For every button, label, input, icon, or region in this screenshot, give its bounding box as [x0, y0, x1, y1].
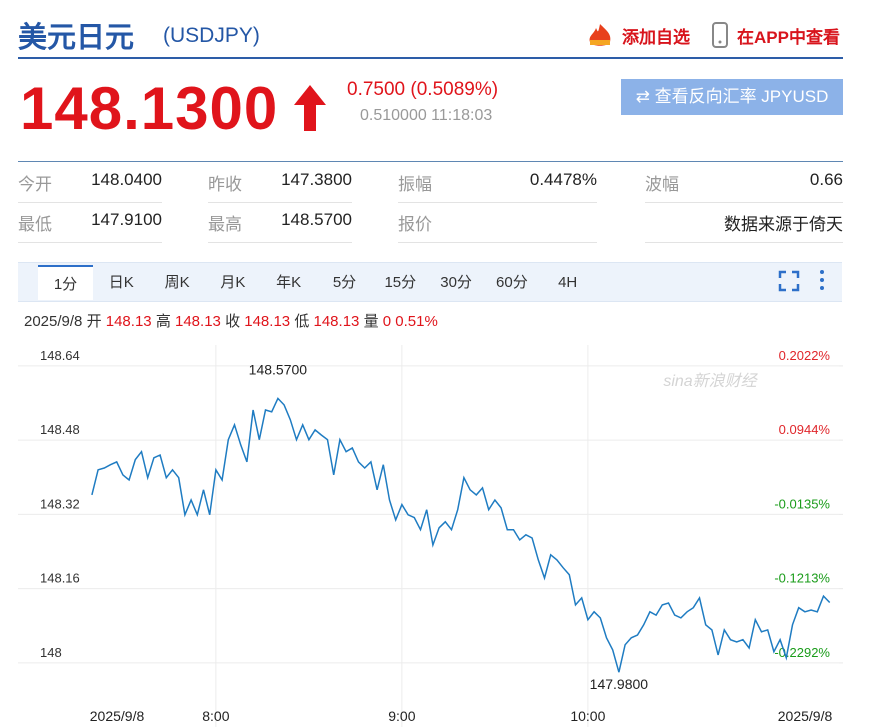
x-edge-label: 2025/9/8 [778, 708, 833, 724]
stats-rule [18, 161, 843, 162]
tab[interactable]: 15分 [384, 274, 417, 291]
tab[interactable]: 60分 [496, 274, 528, 291]
stat-value: 147.3800 [281, 170, 352, 189]
flame-icon [589, 24, 611, 46]
tab[interactable]: 30分 [440, 274, 472, 291]
info-label: 高 [155, 313, 171, 330]
x-edge-label: 2025/9/8 [90, 708, 145, 724]
add-watchlist[interactable]: 添加自选 [622, 28, 690, 47]
price: 148.1300 [20, 75, 279, 142]
y-tick-label: 148.32 [40, 496, 80, 511]
x-tick-label: 8:00 [202, 708, 229, 724]
tab[interactable]: 1分 [38, 265, 93, 300]
stat-label: 报价 [398, 215, 432, 234]
info-value: 148.13 [105, 313, 152, 330]
watermark: sina新浪财经 [663, 372, 758, 390]
info-label: 量 [363, 313, 379, 330]
info-label: 收 [225, 313, 241, 330]
annotation: 148.5700 [249, 361, 308, 377]
info-label: 低 [294, 313, 310, 330]
stat-label: 振幅 [398, 175, 432, 194]
open-in-app[interactable]: 在APP中查看 [737, 28, 840, 47]
y-tick-label: 148.16 [40, 571, 80, 586]
swap-icon: ⇄ [635, 87, 655, 106]
cell-border [398, 242, 597, 243]
tab-bar [18, 262, 842, 302]
stat-value: 147.9100 [91, 210, 162, 229]
symbol-code: (USDJPY) [163, 24, 260, 47]
cell-border [208, 202, 352, 203]
tab[interactable]: 日K [108, 274, 134, 291]
chart: sina新浪财经 148.64 148.48 148.32 148.16 148 0.202… [18, 345, 843, 727]
title: 美元日元 [18, 22, 135, 54]
tab[interactable]: 年K [276, 274, 302, 291]
y2-tick-label: -0.0135% [774, 496, 830, 511]
stat-value: 数据来源于倚天 [724, 215, 843, 234]
price-change: 0.7500 (0.5089%) [347, 79, 499, 100]
info-date: 2025/9/8 [24, 313, 83, 330]
info-change: 0.51% [395, 313, 438, 330]
reverse-rate-button[interactable]: ⇄ 查看反向汇率 JPYUSD [621, 79, 843, 115]
cell-border [18, 242, 162, 243]
more-icon[interactable] [816, 268, 828, 292]
info-line: 2025/9/8 开 148.13 高 148.13 收 148.13 低 14… [24, 310, 438, 331]
cell-border [398, 202, 597, 203]
tab[interactable]: 5分 [332, 274, 357, 291]
update-time: 0.510000 11:18:03 [360, 107, 493, 124]
stat-label: 昨收 [208, 175, 242, 194]
y-tick-label: 148.48 [40, 422, 80, 437]
annotation: 147.9800 [590, 676, 649, 692]
cell-border [645, 202, 843, 203]
y2-tick-label: 0.0944% [779, 422, 831, 437]
x-tick-label: 9:00 [388, 708, 415, 724]
info-label: 开 [86, 313, 102, 330]
stat-value: 148.0400 [91, 170, 162, 189]
cell-border [645, 242, 843, 243]
x-tick-label: 10:00 [570, 708, 605, 724]
info-value: 148.13 [244, 313, 291, 330]
fullscreen-icon[interactable] [778, 270, 800, 292]
y-tick-label: 148 [40, 645, 62, 660]
reverse-rate-label: 查看反向汇率 JPYUSD [654, 87, 829, 106]
stat-label: 波幅 [645, 175, 679, 194]
tab[interactable]: 4H [558, 274, 578, 291]
y2-tick-label: 0.2022% [779, 348, 831, 363]
stat-value: 0.66 [809, 170, 843, 189]
stat-value: 148.5700 [281, 210, 352, 229]
stat-label: 今开 [18, 175, 52, 194]
header-rule [18, 57, 843, 59]
stat-label: 最高 [208, 215, 242, 234]
tab[interactable]: 月K [220, 274, 246, 291]
price-line [91, 397, 831, 673]
cell-border [18, 202, 162, 203]
info-value: 148.13 [175, 313, 221, 330]
up-arrow [294, 85, 326, 131]
y2-tick-label: -0.1213% [774, 571, 830, 586]
stat-label: 最低 [18, 215, 52, 234]
cell-border [208, 242, 352, 243]
stat-value: 0.4478% [529, 170, 597, 189]
y-tick-label: 148.64 [40, 348, 80, 363]
tab[interactable]: 周K [164, 274, 190, 291]
info-value: 0 [382, 313, 392, 330]
info-value: 148.13 [313, 313, 360, 330]
phone-icon [712, 22, 728, 48]
